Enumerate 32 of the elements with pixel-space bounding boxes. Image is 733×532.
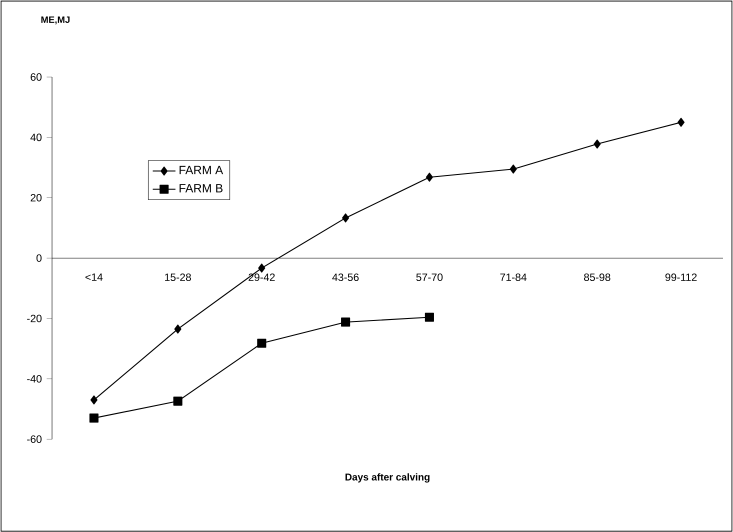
x-tick-label: 99-112 bbox=[665, 273, 697, 281]
chart-title: ME,MJ bbox=[41, 16, 70, 24]
point bbox=[174, 324, 182, 334]
point bbox=[342, 213, 350, 222]
legend-label: FARM A bbox=[180, 166, 224, 174]
point bbox=[594, 139, 601, 148]
point bbox=[510, 164, 517, 174]
x-tick-label: 57-70 bbox=[416, 273, 443, 281]
point bbox=[90, 395, 98, 404]
x-tick-label: 29-42 bbox=[248, 273, 275, 281]
y-tick-label: -20 bbox=[27, 314, 42, 322]
x-axis-title: Days after calving bbox=[346, 473, 430, 482]
point bbox=[89, 413, 98, 422]
point bbox=[257, 338, 266, 348]
point bbox=[173, 396, 182, 406]
point bbox=[426, 172, 433, 182]
y-tick-label: 0 bbox=[36, 254, 42, 262]
x-tick-label: 85-98 bbox=[584, 273, 610, 281]
point bbox=[678, 118, 685, 127]
point bbox=[424, 312, 434, 322]
y-tick-label: 40 bbox=[30, 134, 42, 142]
legend-label: FARM B bbox=[180, 184, 223, 192]
point bbox=[341, 317, 350, 327]
y-tick-label: 60 bbox=[30, 73, 42, 81]
y-tick-label: -60 bbox=[27, 435, 42, 443]
x-tick-label: <14 bbox=[85, 273, 103, 281]
x-tick-label: 43-56 bbox=[332, 273, 359, 281]
y-tick-label: 20 bbox=[30, 194, 42, 202]
y-tick-label: -40 bbox=[27, 374, 42, 382]
x-tick-label: 71-84 bbox=[500, 273, 527, 281]
point bbox=[258, 263, 266, 272]
x-tick-label: 15-28 bbox=[165, 273, 191, 281]
